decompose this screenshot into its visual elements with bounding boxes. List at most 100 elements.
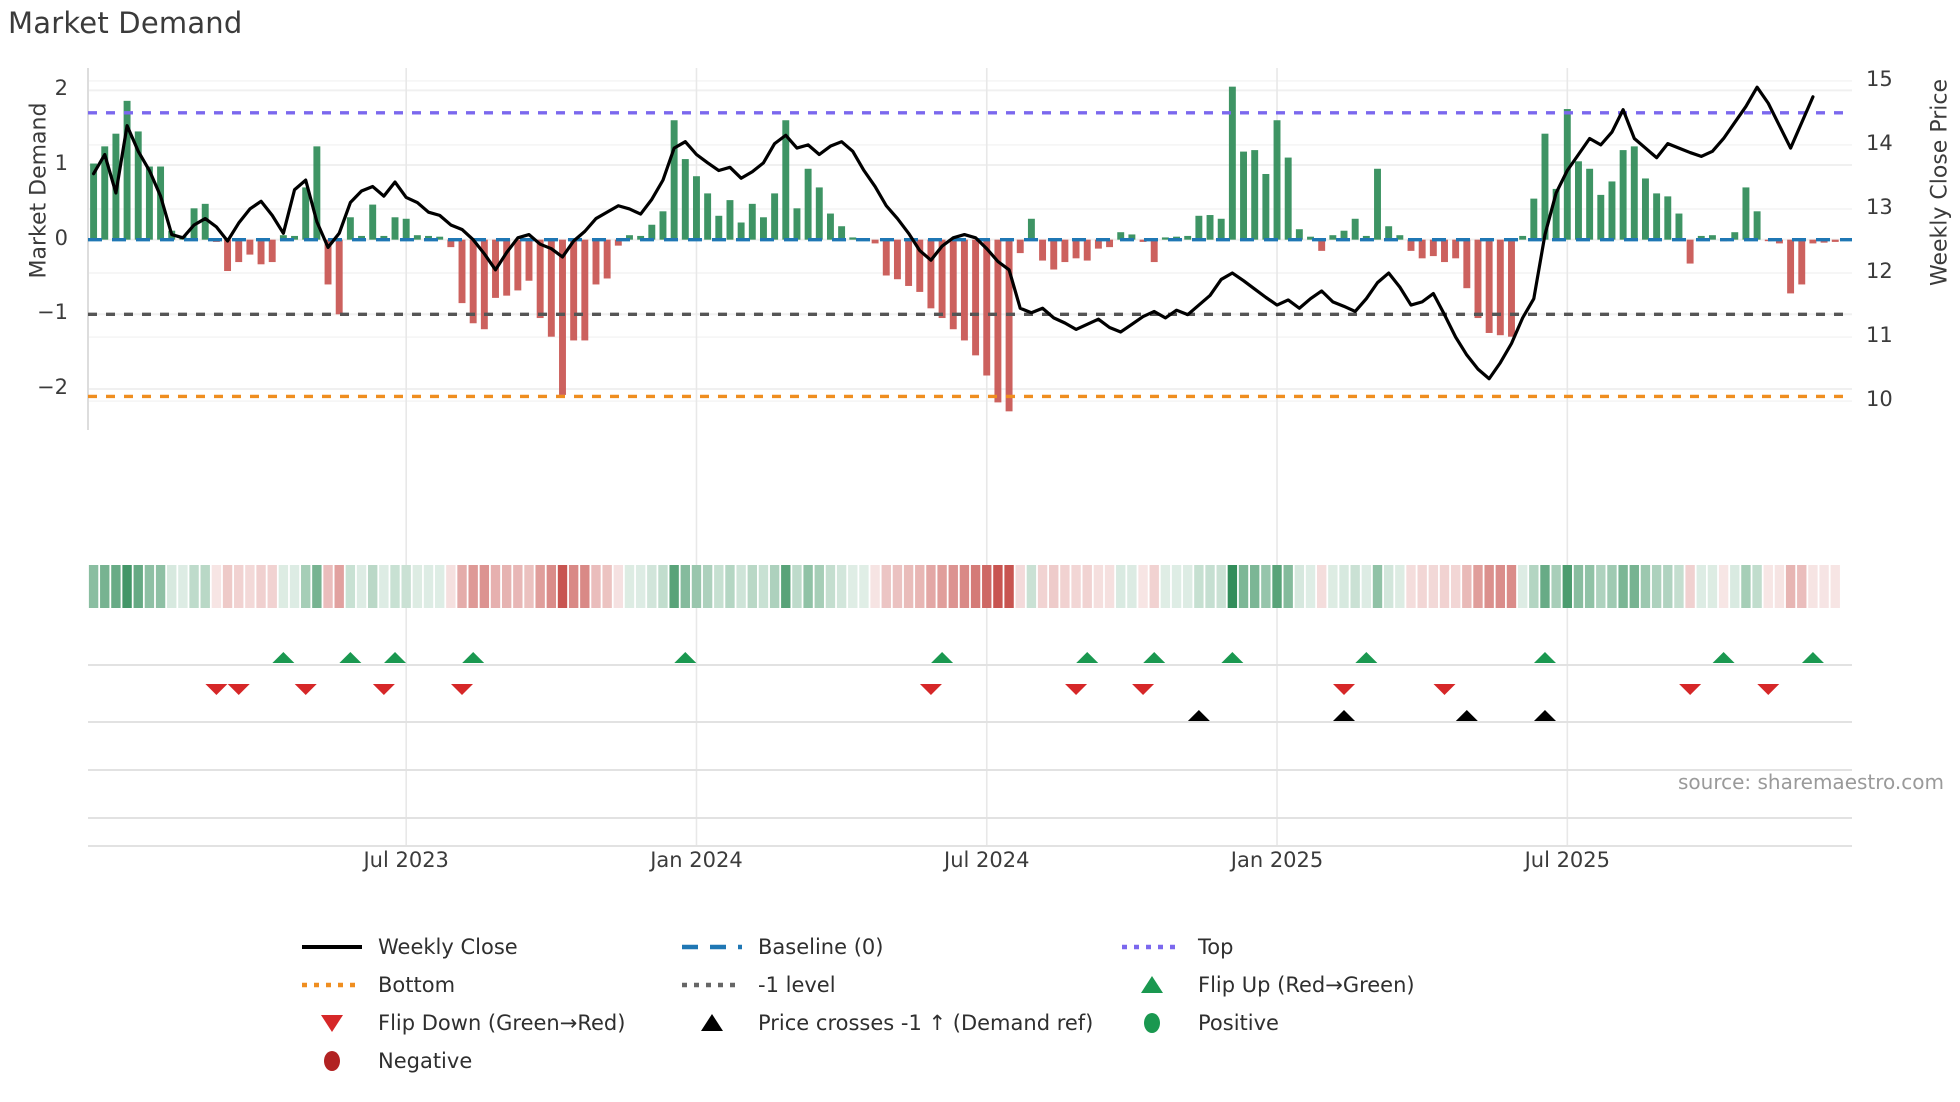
heatmap-cell [423, 565, 434, 608]
legend-label: Bottom [378, 972, 456, 997]
heatmap-cell [189, 565, 199, 608]
heatmap-cell [848, 565, 858, 608]
flip-down-marker [205, 684, 228, 695]
heatmap-cell [602, 565, 612, 608]
demand-bar [804, 168, 812, 240]
demand-bar [626, 235, 633, 240]
legend-item[interactable]: Baseline (0) [680, 935, 1120, 959]
heatmap-cell [267, 565, 277, 608]
demand-bar [1251, 150, 1259, 240]
line-dotted [300, 973, 364, 997]
legend-item[interactable]: -1 level [680, 973, 1120, 997]
heatmap-cell [1261, 565, 1271, 608]
legend-label: Positive [1198, 1010, 1279, 1035]
legend-item[interactable]: Weekly Close [300, 935, 680, 959]
demand-bar [1641, 178, 1649, 240]
demand-bar [1630, 146, 1638, 240]
heatmap-cell [1785, 565, 1796, 608]
heatmap-cell [1216, 565, 1226, 608]
heatmap-cell [1506, 565, 1517, 608]
heatmap-cell [881, 565, 891, 608]
flip-down-marker [451, 684, 474, 695]
demand-bar [157, 166, 165, 240]
heatmap-cell [289, 565, 300, 608]
price-cross-marker [1333, 710, 1356, 721]
demand-bar [1575, 161, 1582, 240]
circle-icon [300, 1049, 364, 1073]
heatmap-cell [814, 565, 824, 608]
flip-up-marker [384, 652, 407, 663]
legend-item[interactable]: Price crosses -1 ↑ (Demand ref) [680, 1011, 1120, 1035]
heatmap-cell [1640, 565, 1651, 608]
demand-bar [1262, 173, 1270, 240]
heatmap-cell [580, 565, 590, 608]
heatmap-cell [1082, 565, 1092, 608]
heatmap-cell [1618, 565, 1628, 608]
heatmap-cell [434, 565, 445, 608]
line-dotted [1120, 935, 1184, 959]
demand-bar [581, 239, 589, 341]
heatmap-cell [1395, 565, 1405, 608]
heatmap-cell [245, 565, 255, 608]
demand-bar [916, 239, 924, 292]
heatmap-cell [1339, 565, 1349, 608]
heatmap-cell [658, 565, 668, 608]
heatmap-cell [1707, 565, 1718, 608]
demand-bar [246, 239, 254, 255]
demand-bar [1351, 218, 1359, 240]
demand-bar [235, 239, 243, 263]
flip-up-marker [674, 652, 697, 663]
triangle-up-icon [1120, 973, 1184, 997]
demand-bar [1831, 239, 1839, 242]
heatmap-cell [982, 565, 992, 608]
flip-up-marker [1143, 652, 1166, 663]
demand-bar [871, 239, 879, 244]
legend-label: Flip Down (Green→Red) [378, 1010, 626, 1035]
weekly-close-line [91, 85, 1815, 381]
demand-bar [826, 213, 834, 240]
heatmap-cell [122, 565, 132, 608]
demand-bar [1798, 239, 1806, 285]
legend-item[interactable]: Bottom [300, 973, 680, 997]
heatmap-cell [1127, 565, 1137, 608]
heatmap-cell [1808, 565, 1818, 608]
flip-down-marker [919, 684, 942, 695]
demand-bar [90, 163, 98, 240]
heatmap-cell [1116, 565, 1126, 608]
demand-bar [224, 239, 232, 272]
demand-bar [1441, 239, 1448, 263]
demand-bar [704, 193, 712, 240]
demand-bar [1161, 237, 1169, 240]
demand-bar [1708, 235, 1716, 240]
heatmap-cell [222, 565, 233, 608]
demand-bar [469, 239, 477, 324]
heatmap-cell [948, 565, 958, 608]
legend-item[interactable]: Positive [1120, 1011, 1500, 1035]
heatmap-cell [836, 565, 847, 608]
demand-bar [905, 239, 913, 286]
legend-item[interactable]: Flip Down (Green→Red) [300, 1011, 680, 1035]
heatmap-cell [1372, 565, 1383, 608]
triangle-down-icon [300, 1011, 364, 1035]
y-tick-label-left: −1 [37, 300, 68, 325]
demand-bar [759, 217, 767, 240]
legend-item[interactable]: Negative [300, 1049, 680, 1073]
demand-bar [1240, 151, 1247, 240]
demand-bar [659, 211, 667, 240]
demand-bar [1742, 187, 1750, 240]
heatmap-cell [278, 565, 289, 608]
demand-bar [547, 239, 555, 337]
demand-bar [425, 235, 432, 240]
legend-item[interactable]: Flip Up (Red→Green) [1120, 973, 1500, 997]
demand-bar [1541, 133, 1549, 240]
demand-bar [570, 239, 578, 341]
demand-bar [1050, 239, 1058, 270]
heatmap-cell [803, 565, 813, 608]
flip-up-marker [1533, 652, 1556, 663]
demand-bar [380, 235, 388, 240]
demand-bar [1396, 235, 1404, 240]
heatmap-cell [1439, 565, 1450, 608]
line-dashed [680, 935, 744, 959]
heatmap-cell [1741, 565, 1751, 608]
legend-item[interactable]: Top [1120, 935, 1500, 959]
